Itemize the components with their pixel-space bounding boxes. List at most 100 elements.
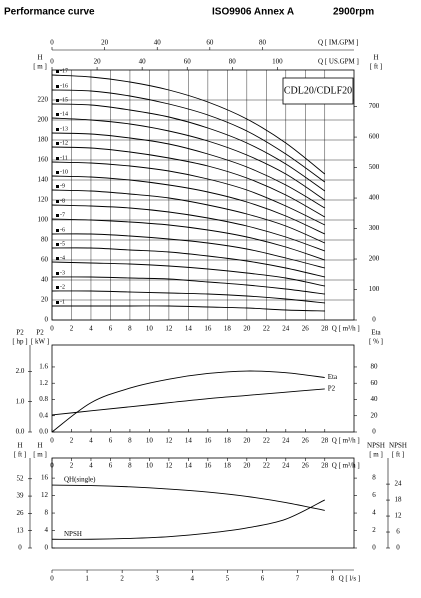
extra-tick-label: 8 [331,575,335,583]
y2-tick-label: 8 [372,474,376,482]
y2-tick-label: 20 [371,411,379,419]
x-axis-label: Q [ m³/h ] [332,437,360,445]
x-tick-label: 14 [185,462,193,470]
x-tick-label: 2 [70,462,74,470]
series-line [51,218,325,261]
series-label: -5 [60,241,65,247]
series-line [51,204,325,252]
y-tick-label: 0.0 [39,428,48,436]
x-tick-label: 12 [165,325,173,333]
series-marker [56,70,59,73]
x-tick-label: 10 [146,437,154,445]
x-axis-label: Q [ m³/h ] [332,462,360,470]
y-axis-label: P2 [36,329,44,337]
x-tick-label: 24 [282,325,290,333]
x-tick-label: 10 [146,462,154,470]
series-line [52,305,325,312]
x-tick-label: 22 [263,437,271,445]
series-label: -1 [60,299,65,305]
y-tick-label: 20 [41,296,49,304]
standard: ISO9906 Annex A [212,7,294,18]
outer-tick-label: 0 [396,544,400,552]
y2-tick-label: 0 [372,544,376,552]
series-marker [56,99,59,102]
x-tick-label: 22 [263,325,271,333]
outer-tick-label: 24 [395,480,403,488]
x-tick-label: 2 [70,437,74,445]
y2-tick-label: 4 [372,509,376,517]
extra-tick-label: 6 [261,575,265,583]
y-tick-label: 180 [38,136,49,144]
y-tick-label: 0.8 [39,395,48,403]
plot-frame [51,457,355,549]
extra-tick-label: 0 [50,39,54,47]
series-label: -7 [60,212,65,218]
series-label: NPSH [64,530,82,538]
extra-axis-label: Q [ IM.GPM ] [318,39,358,47]
outer-axis-unit: [ ft ] [14,451,26,459]
extra-tick-label: 80 [259,39,267,47]
series-label: -12 [60,140,68,146]
x-tick-label: 4 [89,437,93,445]
y-axis-unit: [ kW ] [31,338,49,346]
y2-axis-label: Eta [371,329,381,337]
series-marker [56,243,59,246]
y-axis-unit: [ m ] [33,63,47,71]
series-label: -3 [60,270,65,276]
x-tick-label: 20 [243,437,251,445]
series-line [51,388,325,416]
series-marker [56,142,59,145]
x-tick-label: 28 [321,325,329,333]
x-tick-label: 16 [204,462,212,470]
y2-tick-label: 80 [371,363,379,371]
y-tick-label: 40 [41,276,49,284]
series-label: -6 [60,227,65,233]
series-label: Eta [328,373,338,381]
y2-tick-label: 700 [369,102,380,110]
series-line [51,276,325,295]
y2-axis-label: NPSH [367,442,385,450]
x-tick-label: 24 [282,437,290,445]
y2-axis-unit: [ m ] [369,451,383,459]
extra-tick-label: 7 [296,575,300,583]
plot-frame [51,344,355,433]
series-label: -13 [60,126,68,132]
x-tick-label: 20 [243,462,251,470]
x-tick-label: 8 [128,462,132,470]
series-line [51,247,325,278]
series-marker [56,257,59,260]
series-label: -14 [60,111,68,117]
extra-tick-label: 60 [206,39,214,47]
x-tick-label: 2 [70,325,74,333]
series-line [51,499,325,540]
extra-tick-label: 5 [226,575,230,583]
series-line [51,89,326,183]
x-tick-label: 26 [302,325,310,333]
series-marker [56,214,59,217]
outer-axis-unit: [ ft ] [392,451,404,459]
y-tick-label: 80 [41,236,49,244]
series-label: -17 [60,68,68,74]
outer-tick-label: 1.0 [16,397,25,405]
outer-axis-label: P2 [16,329,24,337]
y2-tick-label: 600 [369,133,380,141]
series-marker [56,85,59,88]
y2-axis-unit: [ ft ] [370,63,382,71]
outer-axis-unit: [ hp ] [12,338,27,346]
x-tick-label: 0 [50,325,54,333]
extra-tick-label: 20 [94,58,102,66]
series-marker [56,157,59,160]
x-tick-label: 12 [165,437,173,445]
y-tick-label: 4 [45,526,49,534]
series-line [51,189,325,244]
y-tick-label: 120 [38,196,49,204]
series-marker [56,301,59,304]
series-line [51,233,325,269]
y2-axis-unit: [ % ] [369,338,383,346]
y-tick-label: 60 [41,256,49,264]
series-label: P2 [328,385,336,393]
outer-tick-label: 26 [17,509,25,517]
extra-tick-label: 40 [154,39,162,47]
extra-tick-label: 0 [50,575,54,583]
